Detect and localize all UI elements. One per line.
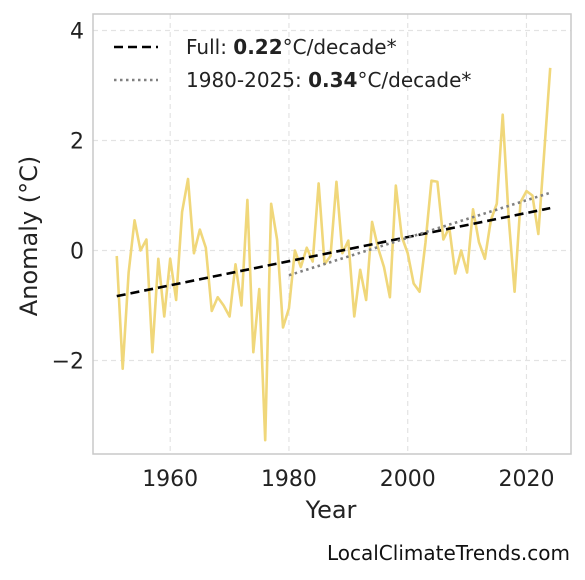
legend-full-value: 0.22	[233, 35, 282, 59]
grid	[93, 14, 571, 454]
legend-entry-full: Full: 0.22°C/decade*	[186, 35, 397, 59]
y-tick-label: 2	[70, 130, 84, 155]
legend-1980-value: 0.34	[308, 68, 357, 92]
legend-entry-1980: 1980-2025: 0.34°C/decade*	[186, 68, 471, 92]
legend-1980-prefix: 1980-2025:	[186, 68, 308, 92]
y-tick-label: 4	[70, 20, 84, 45]
x-axis-label: Year	[305, 496, 357, 524]
x-tick-label: 2000	[380, 467, 436, 492]
legend-full-suffix: °C/decade*	[283, 35, 397, 59]
y-tick-label: 0	[70, 240, 84, 265]
plot-frame	[92, 13, 572, 455]
tick-labels: 1960 1980 2000 2020 −2 0 2 4	[52, 20, 555, 493]
series-anomaly	[115, 67, 552, 442]
legend-full-prefix: Full:	[186, 35, 233, 59]
x-tick-label: 2020	[498, 467, 554, 492]
y-tick-label: −2	[52, 350, 84, 375]
y-axis-label: Anomaly (°C)	[15, 156, 43, 316]
series-trend-1980	[288, 191, 551, 277]
x-tick-label: 1960	[142, 467, 198, 492]
credit-text: LocalClimateTrends.com	[327, 541, 570, 565]
legend: Full: 0.22°C/decade* 1980-2025: 0.34°C/d…	[114, 35, 471, 92]
legend-1980-suffix: °C/decade*	[357, 68, 471, 92]
series-trend-full	[116, 206, 551, 298]
series-layer	[115, 67, 552, 442]
x-tick-label: 1980	[261, 467, 317, 492]
